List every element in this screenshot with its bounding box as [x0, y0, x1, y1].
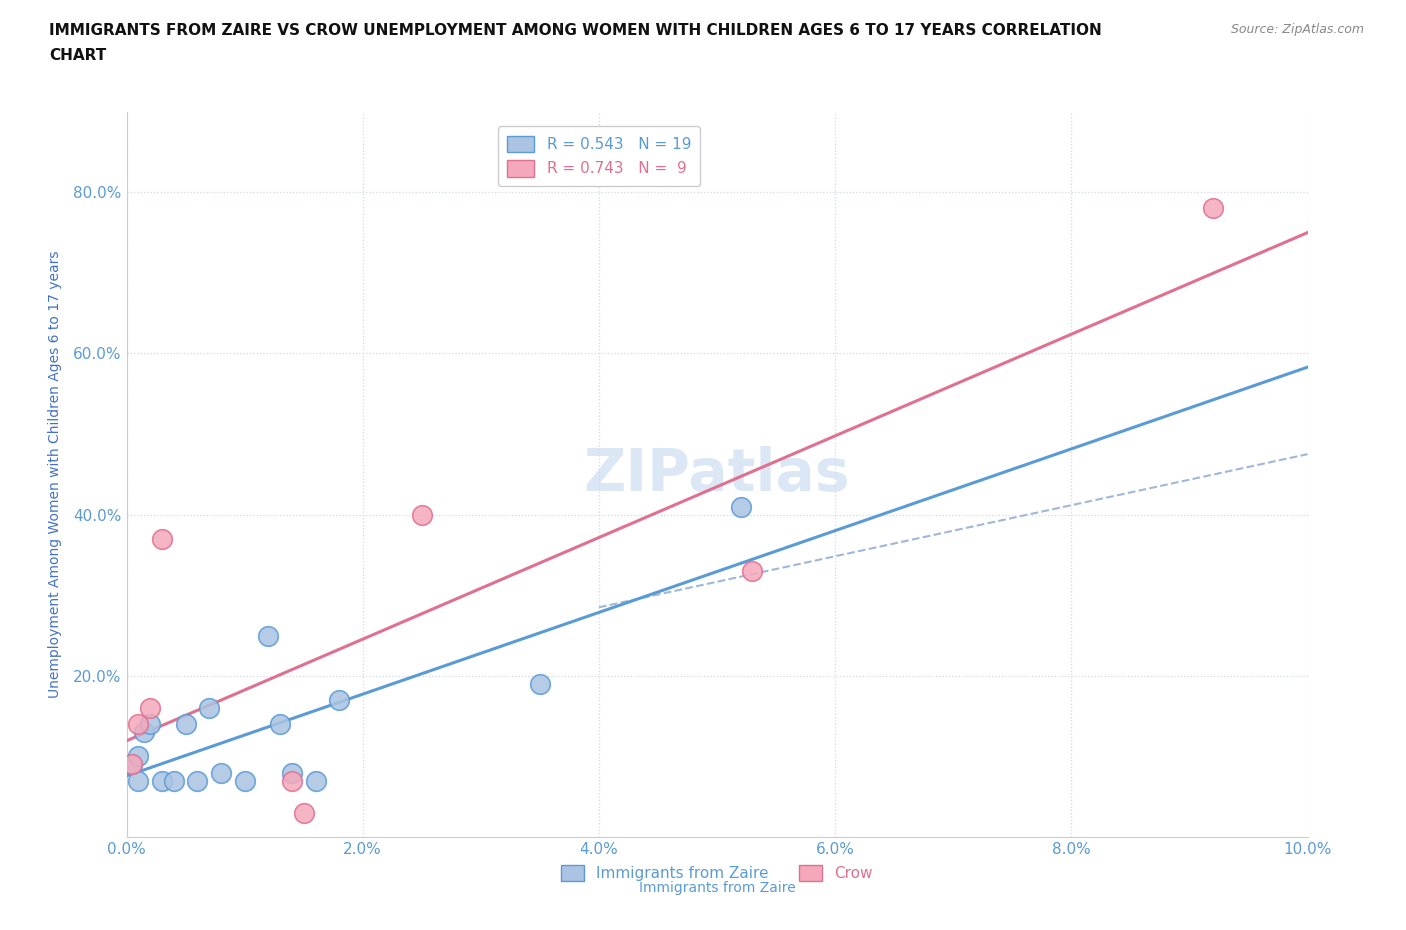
Point — [529, 676, 551, 691]
Point — [121, 757, 143, 772]
Point — [269, 717, 291, 732]
Point — [150, 531, 173, 546]
Point — [139, 717, 162, 732]
Point — [127, 773, 149, 788]
Text: ZIPatlas: ZIPatlas — [583, 445, 851, 503]
Legend: R = 0.543   N = 19, R = 0.743   N =  9: R = 0.543 N = 19, R = 0.743 N = 9 — [498, 126, 700, 186]
Point — [304, 773, 326, 788]
Text: IMMIGRANTS FROM ZAIRE VS CROW UNEMPLOYMENT AMONG WOMEN WITH CHILDREN AGES 6 TO 1: IMMIGRANTS FROM ZAIRE VS CROW UNEMPLOYME… — [49, 23, 1102, 38]
Point — [127, 749, 149, 764]
Text: Source: ZipAtlas.com: Source: ZipAtlas.com — [1230, 23, 1364, 36]
Point — [121, 757, 143, 772]
Point — [257, 628, 280, 643]
Point — [281, 773, 304, 788]
Point — [411, 507, 433, 522]
Text: Immigrants from Zaire: Immigrants from Zaire — [638, 881, 796, 895]
Point — [174, 717, 197, 732]
Point — [209, 765, 232, 780]
Point — [186, 773, 208, 788]
Point — [1202, 201, 1225, 216]
Point — [139, 700, 162, 715]
Point — [134, 724, 156, 739]
Point — [281, 765, 304, 780]
Point — [741, 564, 763, 578]
Point — [163, 773, 186, 788]
Point — [292, 805, 315, 820]
Point — [150, 773, 173, 788]
Y-axis label: Unemployment Among Women with Children Ages 6 to 17 years: Unemployment Among Women with Children A… — [48, 250, 62, 698]
Point — [198, 700, 221, 715]
Point — [127, 717, 149, 732]
Point — [233, 773, 256, 788]
Point — [328, 693, 350, 708]
Text: CHART: CHART — [49, 48, 107, 63]
Point — [730, 499, 752, 514]
